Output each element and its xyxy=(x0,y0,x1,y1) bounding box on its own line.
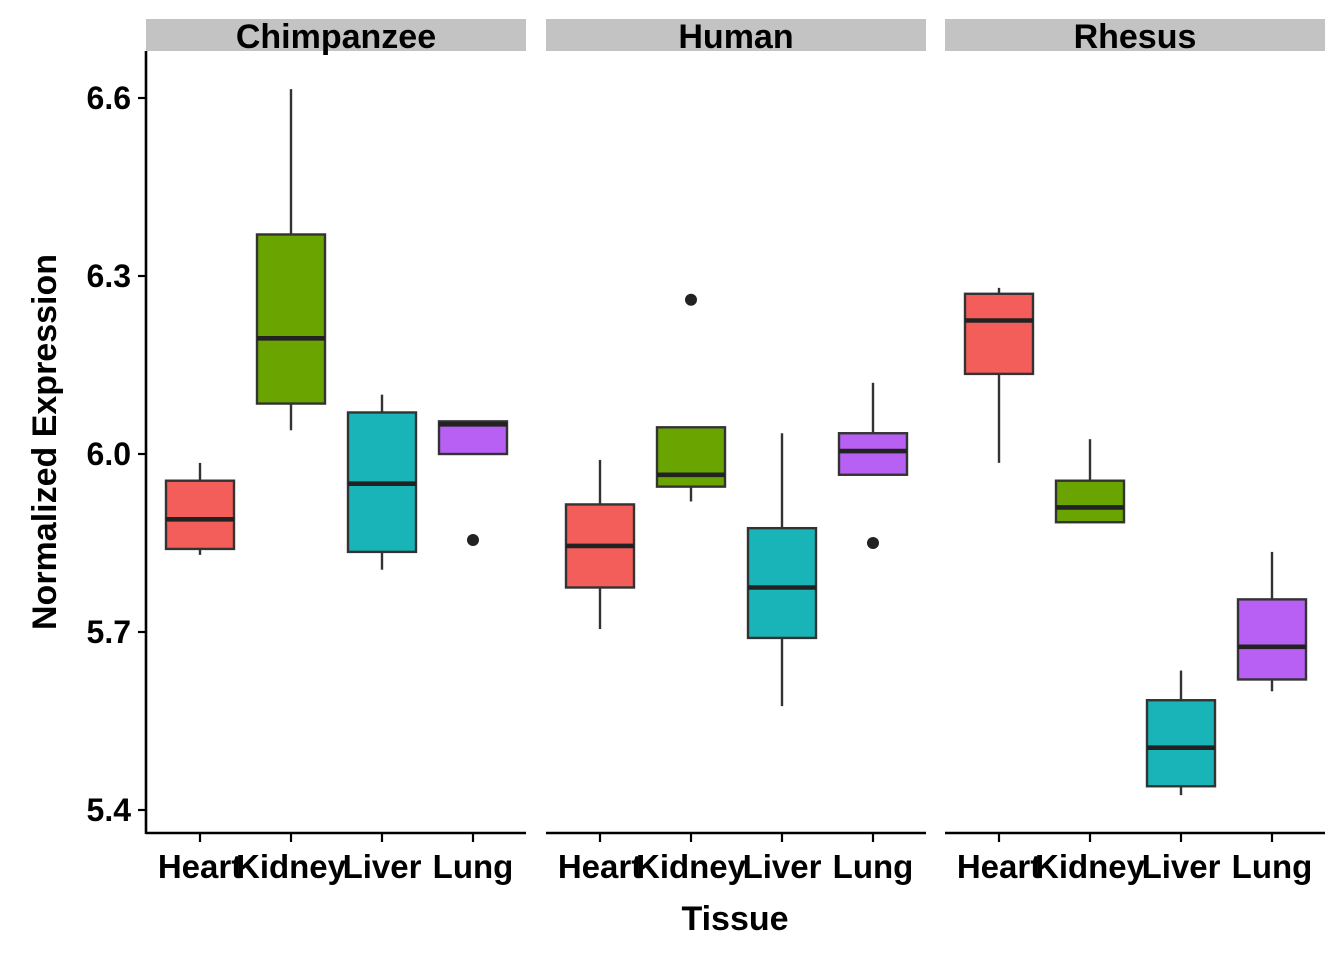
iqr-box xyxy=(655,426,727,488)
y-tick-label: 5.7 xyxy=(87,614,131,650)
x-tick-label: Heart xyxy=(158,848,242,885)
x-tick-label: Kidney xyxy=(1035,848,1146,885)
x-tick-label: Kidney xyxy=(236,848,347,885)
x-tick-label: Heart xyxy=(957,848,1041,885)
x-tick-label: Kidney xyxy=(636,848,747,885)
iqr-box xyxy=(164,479,236,551)
box-lung xyxy=(437,420,509,547)
strip-header-bg xyxy=(945,19,1325,51)
box-lung xyxy=(1236,551,1308,692)
box-heart xyxy=(963,287,1035,463)
x-tick-label: Liver xyxy=(743,848,822,885)
outlier-point xyxy=(867,537,879,549)
box-lung xyxy=(837,382,909,549)
iqr-box xyxy=(1054,479,1126,524)
box-kidney xyxy=(655,293,727,502)
iqr-box xyxy=(746,526,818,640)
x-tick-label: Liver xyxy=(1142,848,1221,885)
iqr-box xyxy=(963,292,1035,376)
outlier-point xyxy=(685,293,697,306)
box-heart xyxy=(564,459,636,630)
y-tick-label: 5.4 xyxy=(87,792,132,828)
x-tick-label: Liver xyxy=(343,848,422,885)
y-axis-title: Normalized Expression xyxy=(26,254,64,630)
y-tick-label: 6.3 xyxy=(87,258,131,294)
x-tick-label: Lung xyxy=(433,848,514,885)
x-tick-label: Heart xyxy=(558,848,642,885)
x-axis-title: Tissue xyxy=(681,900,788,938)
strip-header-label: Chimpanzee xyxy=(236,18,436,56)
x-tick-label: Lung xyxy=(833,848,914,885)
strip-header-label: Rhesus xyxy=(1074,18,1197,56)
strip-header-bg xyxy=(546,19,926,51)
y-tick-label: 6.0 xyxy=(87,436,131,472)
box-liver xyxy=(346,394,418,570)
y-axis: 5.4 5.7 6.0 6.3 6.6 xyxy=(87,51,148,834)
box-kidney xyxy=(255,89,327,431)
iqr-box xyxy=(837,432,909,476)
x-tick-label: Lung xyxy=(1232,848,1313,885)
y-tick-label: 6.6 xyxy=(87,80,131,116)
box-kidney xyxy=(1054,439,1126,524)
box-liver xyxy=(746,433,818,707)
box-heart xyxy=(164,462,236,555)
outlier-point xyxy=(467,534,479,547)
box-liver xyxy=(1145,670,1217,796)
strip-header-label: Human xyxy=(678,18,793,56)
iqr-box xyxy=(1145,699,1217,788)
strip-header-bg xyxy=(146,19,526,51)
iqr-box xyxy=(255,233,327,405)
iqr-box xyxy=(437,420,509,456)
iqr-box xyxy=(1236,598,1308,681)
